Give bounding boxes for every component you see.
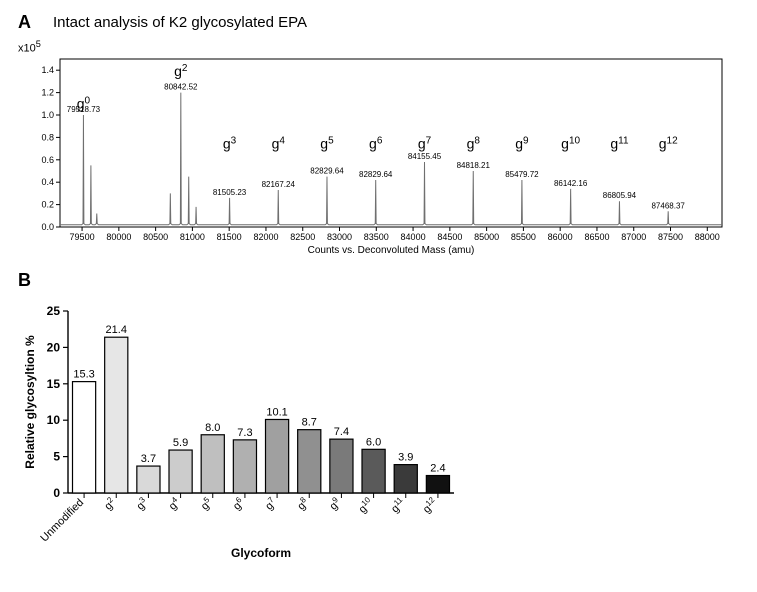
svg-text:80500: 80500 [143, 232, 168, 242]
svg-text:2.4: 2.4 [430, 462, 445, 474]
svg-text:0.8: 0.8 [41, 132, 54, 142]
svg-text:0.0: 0.0 [41, 222, 54, 232]
svg-text:79500: 79500 [70, 232, 95, 242]
svg-text:6.0: 6.0 [366, 436, 381, 448]
panel-a-yexponent: x105 [18, 39, 739, 55]
svg-text:86805.94: 86805.94 [603, 191, 637, 200]
svg-text:83500: 83500 [364, 232, 389, 242]
svg-text:80000: 80000 [106, 232, 131, 242]
svg-text:10.1: 10.1 [266, 406, 287, 418]
spectrum-svg: 0.0 0.2 0.4 0.6 0.8 1.0 1.2 1.4 79500 80000 80500 8… [28, 55, 728, 255]
svg-text:84500: 84500 [437, 232, 462, 242]
svg-text:80842.52: 80842.52 [164, 82, 198, 91]
svg-text:5.9: 5.9 [173, 437, 188, 449]
panel-a-label: A [18, 12, 31, 33]
svg-text:81500: 81500 [217, 232, 242, 242]
svg-text:15: 15 [47, 376, 61, 390]
svg-text:85500: 85500 [511, 232, 536, 242]
svg-text:84000: 84000 [401, 232, 426, 242]
svg-text:7.4: 7.4 [334, 426, 349, 438]
svg-text:86000: 86000 [548, 232, 573, 242]
svg-text:85479.72: 85479.72 [505, 170, 539, 179]
svg-text:8.7: 8.7 [302, 416, 317, 428]
svg-text:15.3: 15.3 [73, 368, 94, 380]
svg-text:0.2: 0.2 [41, 199, 54, 209]
svg-text:0.4: 0.4 [41, 177, 54, 187]
svg-text:82829.64: 82829.64 [310, 166, 344, 175]
panel-b-label: B [18, 270, 31, 291]
svg-text:Counts vs. Deconvoluted Mass (: Counts vs. Deconvoluted Mass (amu) [308, 245, 475, 255]
svg-text:86142.16: 86142.16 [554, 179, 588, 188]
svg-text:7.3: 7.3 [237, 427, 252, 439]
svg-text:Relative glycosyltion %: Relative glycosyltion % [23, 335, 37, 469]
svg-text:1.4: 1.4 [41, 65, 54, 75]
svg-text:87500: 87500 [658, 232, 683, 242]
svg-text:81000: 81000 [180, 232, 205, 242]
barchart-svg: 0 5 10 15 20 25 Relative glycosyltion % 15.3 Unm… [20, 303, 460, 563]
svg-text:25: 25 [47, 304, 61, 318]
svg-text:84155.45: 84155.45 [408, 152, 442, 161]
svg-text:79518.73: 79518.73 [67, 105, 101, 114]
svg-text:83000: 83000 [327, 232, 352, 242]
svg-text:82829.64: 82829.64 [359, 170, 393, 179]
svg-text:85000: 85000 [474, 232, 499, 242]
svg-text:87468.37: 87468.37 [651, 201, 685, 210]
svg-text:3.9: 3.9 [398, 451, 413, 463]
svg-text:10: 10 [47, 413, 61, 427]
panel-a-title: Intact analysis of K2 glycosylated EPA [53, 14, 307, 31]
svg-text:86500: 86500 [584, 232, 609, 242]
svg-text:8.0: 8.0 [205, 421, 220, 433]
yexp-sup: 5 [36, 39, 41, 49]
svg-text:Glycoform: Glycoform [231, 546, 291, 560]
svg-text:1.0: 1.0 [41, 110, 54, 120]
svg-text:82167.24: 82167.24 [262, 180, 296, 189]
svg-text:88000: 88000 [695, 232, 720, 242]
svg-text:82500: 82500 [290, 232, 315, 242]
svg-text:84818.21: 84818.21 [457, 161, 491, 170]
svg-text:1.2: 1.2 [41, 87, 54, 97]
svg-text:g11: g11 [387, 494, 408, 515]
svg-text:0: 0 [53, 486, 60, 500]
svg-text:82000: 82000 [253, 232, 278, 242]
svg-text:g10: g10 [355, 494, 376, 515]
panel-a-header: A Intact analysis of K2 glycosylated EPA [18, 12, 739, 33]
svg-text:21.4: 21.4 [106, 324, 127, 336]
svg-text:g12: g12 [419, 494, 440, 515]
panel-a-chart: 0.0 0.2 0.4 0.6 0.8 1.0 1.2 1.4 79500 80000 80500 8… [28, 55, 739, 260]
svg-text:5: 5 [53, 449, 60, 463]
svg-text:81505.23: 81505.23 [213, 188, 247, 197]
svg-text:20: 20 [47, 340, 61, 354]
svg-text:Unmodified: Unmodified [38, 496, 86, 544]
yexp-base: x10 [18, 43, 36, 55]
svg-text:3.7: 3.7 [141, 453, 156, 465]
svg-text:87000: 87000 [621, 232, 646, 242]
svg-text:0.6: 0.6 [41, 154, 54, 164]
panel-b-chart: 0 5 10 15 20 25 Relative glycosyltion % 15.3 Unm… [20, 303, 739, 568]
